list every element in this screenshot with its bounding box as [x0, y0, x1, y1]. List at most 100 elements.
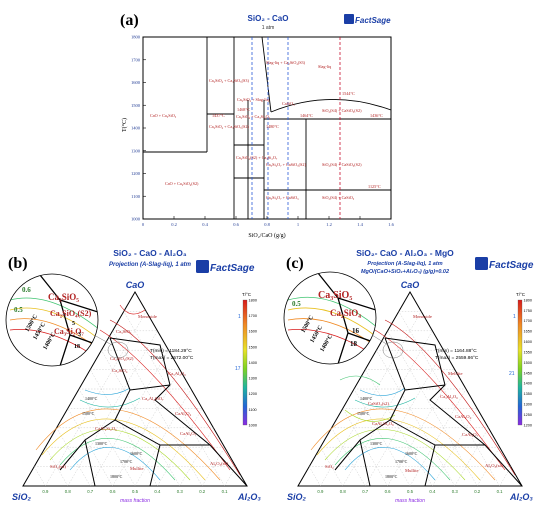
panel-a-dashed-guides [251, 37, 341, 219]
panel-a-yticks: 1800 1700 1600 1500 1400 1300 1200 1100 1000 [131, 35, 146, 222]
zoom-b-ca3sio5: Ca₃SiO₅ [48, 292, 79, 302]
region-b-mullite: Mullite [130, 466, 144, 471]
colorbar-tick-label: 1100 [249, 408, 257, 412]
colorbar-tick-label: 1400 [524, 382, 532, 386]
panel-c-bottom-ticks: 0.9 0.8 0.7 0.6 0.5 0.4 0.3 0.2 0.1 [317, 489, 503, 494]
grid-line [45, 447, 68, 487]
a-xtick-label: 0 [142, 222, 145, 227]
panel-b-cbar-mark-17: 17 [235, 366, 241, 372]
panel-b-subtitle: Projection (A-Slag-liq), 1 atm [109, 262, 192, 268]
panel-a-phase-lines [143, 36, 392, 219]
colorbar-tick-label: 1200 [524, 423, 532, 427]
panel-c: (c) SiO₂- CaO - Al₂O₃ - MgO Projection (… [283, 248, 534, 504]
panel-b-cbar-mark-1: 1 [238, 314, 241, 320]
colorbar-tick-label: 1800 [524, 298, 532, 302]
a-ytick-label: 1400 [131, 126, 141, 131]
panel-a-ylabel: T(°C) [121, 118, 128, 132]
bottom-tick-label: 0.7 [87, 489, 94, 494]
bottom-tick-label: 0.6 [385, 489, 392, 494]
label-ca3si2o7-slag: Ca₂SiO₄ + Slag-liq [237, 97, 270, 102]
colorbar-tick-label: 1800 [249, 298, 257, 302]
iso-b-1500: 1500°C [82, 411, 95, 416]
grid-line [123, 311, 225, 487]
region-b-al2o3: Al₂O₃(s4) [210, 461, 229, 466]
colorbar-tick-label: 1250 [524, 413, 532, 417]
bottom-tick-label: 0.8 [65, 489, 72, 494]
panel-b-bottom-ticks: 0.9 0.8 0.7 0.6 0.5 0.4 0.3 0.2 0.1 [42, 489, 228, 494]
colorbar-tick-label: 1500 [249, 345, 257, 349]
region-c-monoxide: Monoxide [413, 314, 432, 319]
label-t1544: 1544°C [342, 91, 355, 96]
factsage-logo-b: FactSage [196, 260, 255, 274]
a-ytick-label: 1100 [131, 194, 141, 199]
grid-line [78, 388, 136, 487]
panel-c-xlabel: mass fraction [395, 498, 425, 504]
bottom-tick-label: 0.1 [497, 489, 504, 494]
a-ytick-label: 1500 [131, 103, 141, 108]
bottom-tick-label: 0.8 [340, 489, 347, 494]
iso-b-1400: 1400°C [85, 396, 98, 401]
zoom-b-18: 18 [74, 344, 80, 350]
grid-line [134, 388, 192, 487]
iso-b-1600: 1600°C [130, 451, 143, 456]
grid-line [398, 311, 500, 487]
panel-a-letter: (a) [120, 12, 139, 29]
region-c-caal2si2o8: CaAl₂Si₂O₈ [372, 421, 394, 426]
grid-line [202, 447, 225, 487]
a-ytick-label: 1600 [131, 80, 141, 85]
a-xtick-label: 1.2 [326, 222, 332, 227]
zoom-c-ca2sio4: Ca₂SiO₄ [330, 308, 361, 318]
label-ca2sio4-ca3si2o7: Ca₂SiO₄ + Ca₃Si₂O₇ [236, 114, 271, 119]
region-c-caal4o7: CaAl₄O₇ [462, 432, 479, 437]
colorbar-tick-label: 1650 [524, 330, 532, 334]
bottom-tick-label: 0.3 [177, 489, 184, 494]
colorbar-tick-label: 1700 [524, 319, 532, 323]
bottom-tick-label: 0.1 [222, 489, 229, 494]
region-b-caal2o4: CaAl₂O₄ [175, 411, 192, 416]
zoom-c-16: 16 [352, 327, 360, 335]
panel-c-boundaries [334, 337, 523, 487]
panel-a-subtitle: 1 atm [262, 25, 275, 31]
grid-line [499, 466, 511, 487]
region-c-casio3: CaSiO₃(s2) [368, 401, 389, 406]
label-cao-ca2sio4: CaO + Ca₂SiO₄(S2) [165, 181, 199, 186]
label-ca2sio4-s2-ca3si2o7: Ca₂SiO₄(S2) + Ca₃Si₂O₇ [236, 155, 278, 160]
a-ytick-label: 1700 [131, 57, 141, 62]
panel-c-tmax: T(max) = 2559.86°C [435, 355, 479, 361]
bottom-tick-label: 0.5 [407, 489, 414, 494]
a-xtick-label: 1.4 [357, 222, 363, 227]
grid-line [477, 447, 500, 487]
colorbar-tick-label: 1500 [524, 361, 532, 365]
a-xtick-label: 0.4 [202, 222, 208, 227]
label-t1125: 1125°C [368, 184, 381, 189]
colorbar-tick-label: 1350 [524, 392, 532, 396]
bottom-tick-label: 0.3 [452, 489, 459, 494]
label-t1437: 1437°C [212, 113, 225, 118]
a-xtick-label: 0.2 [171, 222, 177, 227]
panel-b-zoom-inset: 0.6 0.5 Ca₃SiO₅ Ca₂SiO₄(S2) 1500°C 1450°… [5, 273, 129, 367]
panel-c-isotherms [310, 319, 516, 481]
region-c-ca3al2o6: Ca₃Al₂O₆ [440, 394, 458, 399]
panel-c-subtitle: Projection (A-Slag-liq), 1 atm [367, 261, 442, 267]
panel-a-xticks: 0 0.2 0.4 0.6 0.8 1 1.2 1.4 1.6 [142, 216, 395, 227]
bottom-tick-label: 0.5 [132, 489, 139, 494]
panel-c-tmin: T(min) = 1164.88°C [435, 348, 477, 354]
region-b-ca2al2sio7: Ca₂Al₂SiO₇ [142, 396, 164, 401]
panel-b-colorbar-title: T/°C [242, 292, 252, 297]
region-b-caal4o7: CaAl₄O₇ [180, 431, 197, 436]
region-b-sio2: SiO₂(s4) [50, 464, 66, 469]
factsage-logo-a: FactSage [344, 14, 391, 25]
panel-b-tmax: T(max) = 2572.00°C [150, 355, 194, 361]
bottom-tick-label: 0.9 [42, 489, 49, 494]
zoom-c-05: 0.5 [292, 300, 301, 308]
label-sio2-casio3-s2: SiO₂(S4) + CaSiO₃(S2) [322, 162, 362, 167]
bottom-tick-label: 0.9 [317, 489, 324, 494]
colorbar-tick-label: 1700 [249, 314, 257, 318]
grid-line [409, 388, 467, 487]
colorbar-tick-label: 1550 [524, 350, 532, 354]
colorbar-tick-label: 1000 [249, 423, 257, 427]
panel-a-xlabel: SiO₂/CaO (g/g) [248, 232, 285, 239]
colorbar-tick-label: 1300 [524, 403, 532, 407]
grid-line [376, 350, 455, 487]
panel-b-colorbar-ticks: 1800 1700 1600 1500 1400 1300 1200 1100 1000 [249, 298, 257, 427]
